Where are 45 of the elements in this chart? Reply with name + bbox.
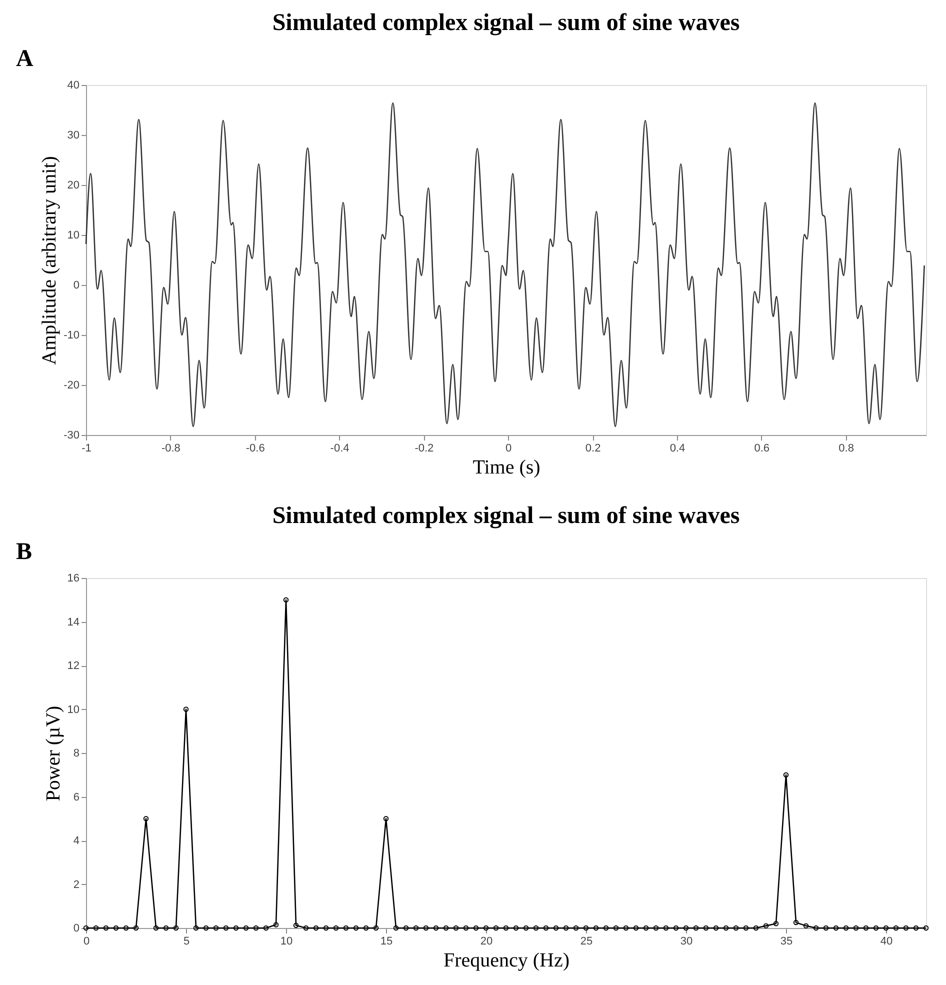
y-tick-label: 4 bbox=[73, 835, 80, 847]
chart-title: Simulated complex signal – sum of sine waves bbox=[272, 503, 740, 529]
x-tick-label: -0.8 bbox=[161, 442, 180, 454]
y-tick-label: 30 bbox=[67, 130, 80, 142]
chart-title: Simulated complex signal – sum of sine waves bbox=[272, 10, 740, 36]
x-tick-label: 30 bbox=[680, 936, 693, 948]
y-axis-title: Power (µV) bbox=[42, 706, 64, 802]
y-tick-label: 0 bbox=[73, 280, 80, 292]
y-tick-label: 8 bbox=[73, 748, 80, 760]
x-tick-label: -0.4 bbox=[330, 442, 350, 454]
x-tick-label: 35 bbox=[780, 936, 793, 948]
x-tick-label: 15 bbox=[380, 936, 393, 948]
x-tick-label: 0.8 bbox=[838, 442, 854, 454]
y-tick-label: 12 bbox=[67, 660, 80, 672]
y-tick-label: -30 bbox=[64, 430, 80, 442]
x-axis-title: Frequency (Hz) bbox=[443, 950, 570, 972]
x-tick-label: 0 bbox=[83, 936, 90, 948]
x-axis-title: Time (s) bbox=[472, 456, 540, 478]
text: A bbox=[16, 46, 34, 72]
y-tick-label: 6 bbox=[73, 791, 80, 804]
y-tick-label: 14 bbox=[67, 616, 80, 628]
x-tick-label: 0.4 bbox=[670, 442, 686, 454]
x-tick-label: 0.2 bbox=[585, 442, 601, 454]
line-series bbox=[85, 102, 925, 428]
x-tick-label: -0.6 bbox=[246, 442, 265, 454]
y-tick-label: 2 bbox=[73, 878, 80, 891]
x-tick-label: 40 bbox=[880, 936, 893, 948]
x-tick-label: 5 bbox=[183, 936, 190, 948]
x-tick-label: -0.2 bbox=[414, 442, 434, 454]
x-tick-label: 0 bbox=[506, 442, 512, 454]
x-tick-label: 10 bbox=[280, 936, 293, 948]
y-tick-label: -10 bbox=[64, 330, 80, 342]
y-tick-label: 40 bbox=[67, 80, 80, 92]
text: B bbox=[16, 539, 32, 565]
x-tick-label: -1 bbox=[82, 442, 92, 454]
y-tick-label: 10 bbox=[67, 704, 80, 716]
y-tick-label: 0 bbox=[73, 922, 80, 934]
y-tick-label: 10 bbox=[67, 230, 80, 242]
y-tick-label: 16 bbox=[67, 572, 80, 584]
x-tick-label: 25 bbox=[580, 936, 593, 948]
y-tick-label: 20 bbox=[67, 180, 80, 192]
y-axis-title: Amplitude (arbitrary unit) bbox=[38, 156, 61, 365]
y-tick-label: -20 bbox=[64, 380, 80, 392]
x-tick-label: 0.6 bbox=[754, 442, 770, 454]
x-tick-label: 20 bbox=[480, 936, 493, 948]
